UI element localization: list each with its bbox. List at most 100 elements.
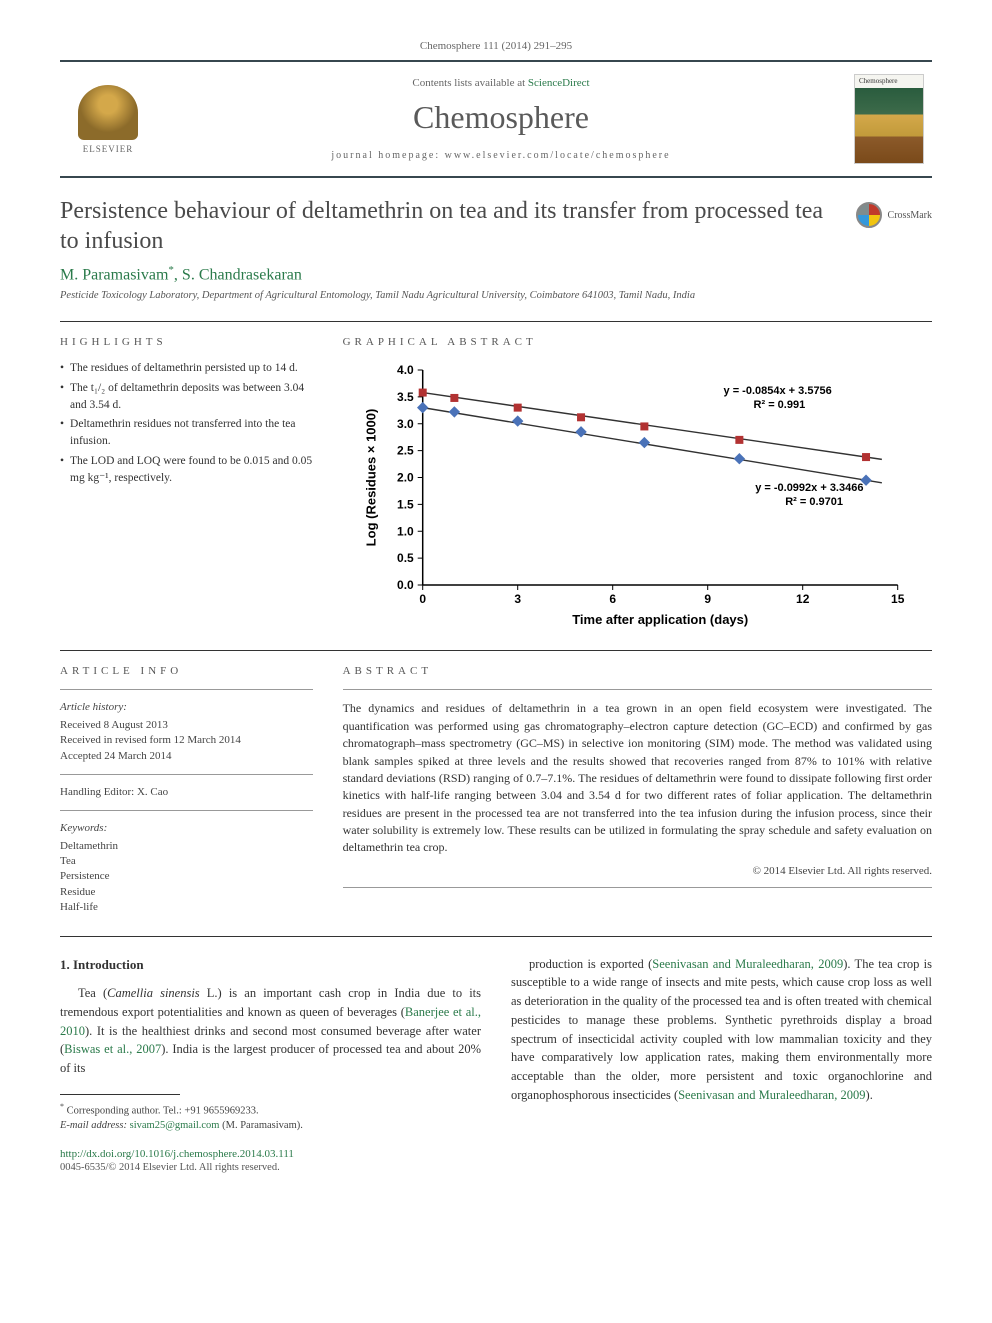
elsevier-tree-icon (78, 85, 138, 140)
highlight-item: The residues of deltamethrin persisted u… (60, 360, 313, 377)
corresponding-author-note: * Corresponding author. Tel.: +91 965596… (60, 1101, 481, 1119)
issn-line: 0045-6535/© 2014 Elsevier Ltd. All right… (60, 1162, 932, 1173)
keywords-heading: Keywords: (60, 821, 313, 836)
highlight-item: The LOD and LOQ were found to be 0.015 a… (60, 453, 313, 488)
info-divider (60, 810, 313, 811)
intro-para-right: production is exported (Seenivasan and M… (511, 955, 932, 1105)
affiliation: Pesticide Toxicology Laboratory, Departm… (60, 290, 932, 301)
keyword: Residue (60, 885, 313, 900)
keyword: Tea (60, 854, 313, 869)
homepage-line: journal homepage: www.elsevier.com/locat… (148, 150, 854, 161)
highlight-item: Deltamethrin residues not transferred in… (60, 416, 313, 451)
highlight-text: The LOD and LOQ were found to be 0.015 a… (70, 453, 313, 488)
homepage-url[interactable]: www.elsevier.com/locate/chemosphere (445, 150, 671, 161)
info-divider (343, 887, 932, 888)
journal-name: Chemosphere (148, 99, 854, 136)
header-center: Contents lists available at ScienceDirec… (148, 77, 854, 161)
citation-line: Chemosphere 111 (2014) 291–295 (60, 40, 932, 52)
copyright-line: © 2014 Elsevier Ltd. All rights reserved… (343, 865, 932, 877)
highlights-label: HIGHLIGHTS (60, 336, 313, 348)
highlights-col: HIGHLIGHTS The residues of deltamethrin … (60, 336, 313, 630)
svg-text:y = -0.0992x + 3.3466: y = -0.0992x + 3.3466 (755, 482, 863, 494)
divider (60, 650, 932, 651)
crossmark-icon (856, 202, 882, 228)
ref-link[interactable]: Banerjee et al., 2010 (60, 1005, 481, 1038)
svg-text:15: 15 (891, 592, 905, 606)
svg-text:0: 0 (419, 592, 426, 606)
body-right-col: production is exported (Seenivasan and M… (511, 955, 932, 1134)
body-columns: 1. Introduction Tea (Camellia sinensis L… (60, 955, 932, 1134)
footnote-divider (60, 1094, 180, 1095)
info-divider (60, 689, 313, 690)
svg-text:0.5: 0.5 (397, 551, 414, 565)
graphical-abstract-col: GRAPHICAL ABSTRACT 0.00.51.01.52.02.53.0… (343, 336, 932, 630)
homepage-pre: journal homepage: (331, 150, 444, 161)
highlight-text: Deltamethrin residues not transferred in… (70, 416, 313, 451)
keywords-block: Keywords: Deltamethrin Tea Persistence R… (60, 821, 313, 915)
crossmark-badge[interactable]: CrossMark (856, 202, 932, 228)
ref-link[interactable]: Seenivasan and Muraleedharan, 2009 (678, 1088, 865, 1102)
article-title: Persistence behaviour of deltamethrin on… (60, 196, 836, 256)
body-left-col: 1. Introduction Tea (Camellia sinensis L… (60, 955, 481, 1134)
asterisk-icon: * (60, 1102, 64, 1111)
handling-editor: Handling Editor: X. Cao (60, 785, 313, 800)
divider (60, 936, 932, 937)
author-2[interactable]: , S. Chandrasekaran (174, 266, 302, 283)
highlights-list: The residues of deltamethrin persisted u… (60, 360, 313, 487)
journal-cover-thumb: Chemosphere (854, 74, 924, 164)
sciencedirect-link[interactable]: ScienceDirect (528, 77, 590, 89)
svg-text:2.0: 2.0 (397, 471, 414, 485)
keyword: Half-life (60, 900, 313, 915)
keyword: Deltamethrin (60, 839, 313, 854)
email-link[interactable]: sivam25@gmail.com (130, 1120, 220, 1131)
elsevier-logo: ELSEVIER (68, 79, 148, 159)
graphical-abstract-chart: 0.00.51.01.52.02.53.03.54.003691215Time … (343, 360, 932, 630)
divider (60, 321, 932, 322)
svg-text:3.5: 3.5 (397, 390, 414, 404)
abstract-label: ABSTRACT (343, 665, 932, 677)
page-container: Chemosphere 111 (2014) 291–295 ELSEVIER … (0, 0, 992, 1213)
svg-text:1.0: 1.0 (397, 525, 414, 539)
intro-para-left: Tea (Camellia sinensis L.) is an importa… (60, 984, 481, 1078)
article-info-col: ARTICLE INFO Article history: Received 8… (60, 665, 313, 915)
publisher-name: ELSEVIER (83, 144, 134, 154)
doi-line: http://dx.doi.org/10.1016/j.chemosphere.… (60, 1148, 932, 1160)
highlight-text: The t₁/₂ of deltamethrin deposits was be… (70, 380, 313, 415)
svg-text:12: 12 (796, 592, 810, 606)
cover-label: Chemosphere (859, 77, 898, 85)
svg-text:3: 3 (514, 592, 521, 606)
footnotes: * Corresponding author. Tel.: +91 965596… (60, 1101, 481, 1134)
author-1[interactable]: M. Paramasivam (60, 266, 168, 283)
intro-heading: 1. Introduction (60, 955, 481, 975)
info-divider (343, 689, 932, 690)
keyword: Persistence (60, 869, 313, 884)
title-row: Persistence behaviour of deltamethrin on… (60, 196, 932, 256)
svg-text:R² = 0.9701: R² = 0.9701 (785, 496, 843, 508)
abstract-text: The dynamics and residues of deltamethri… (343, 700, 932, 857)
svg-text:2.5: 2.5 (397, 444, 414, 458)
history-heading: Article history: (60, 700, 313, 715)
highlights-graphical-row: HIGHLIGHTS The residues of deltamethrin … (60, 336, 932, 630)
email-line: E-mail address: sivam25@gmail.com (M. Pa… (60, 1119, 481, 1134)
journal-header: ELSEVIER Contents lists available at Sci… (60, 60, 932, 178)
svg-text:0.0: 0.0 (397, 578, 414, 592)
svg-text:Time after application (days): Time after application (days) (572, 612, 748, 627)
svg-text:6: 6 (609, 592, 616, 606)
highlight-text: The residues of deltamethrin persisted u… (70, 360, 298, 377)
accepted-date: Accepted 24 March 2014 (60, 749, 313, 764)
contents-available-line: Contents lists available at ScienceDirec… (148, 77, 854, 89)
svg-text:Log (Residues × 1000): Log (Residues × 1000) (363, 409, 378, 547)
authors-line: M. Paramasivam*, S. Chandrasekaran (60, 264, 932, 284)
doi-link[interactable]: http://dx.doi.org/10.1016/j.chemosphere.… (60, 1148, 294, 1160)
corr-text: Corresponding author. Tel.: +91 96559692… (67, 1105, 259, 1116)
chart-svg: 0.00.51.01.52.02.53.03.54.003691215Time … (343, 360, 932, 630)
crossmark-label: CrossMark (888, 210, 932, 221)
ref-link[interactable]: Seenivasan and Muraleedharan, 2009 (652, 957, 843, 971)
ref-link[interactable]: Biswas et al., 2007 (64, 1042, 161, 1056)
contents-pre: Contents lists available at (412, 77, 527, 89)
highlight-item: The t₁/₂ of deltamethrin deposits was be… (60, 380, 313, 415)
abstract-col: ABSTRACT The dynamics and residues of de… (343, 665, 932, 915)
svg-text:3.0: 3.0 (397, 417, 414, 431)
svg-text:R² = 0.991: R² = 0.991 (753, 400, 805, 412)
svg-text:4.0: 4.0 (397, 363, 414, 377)
